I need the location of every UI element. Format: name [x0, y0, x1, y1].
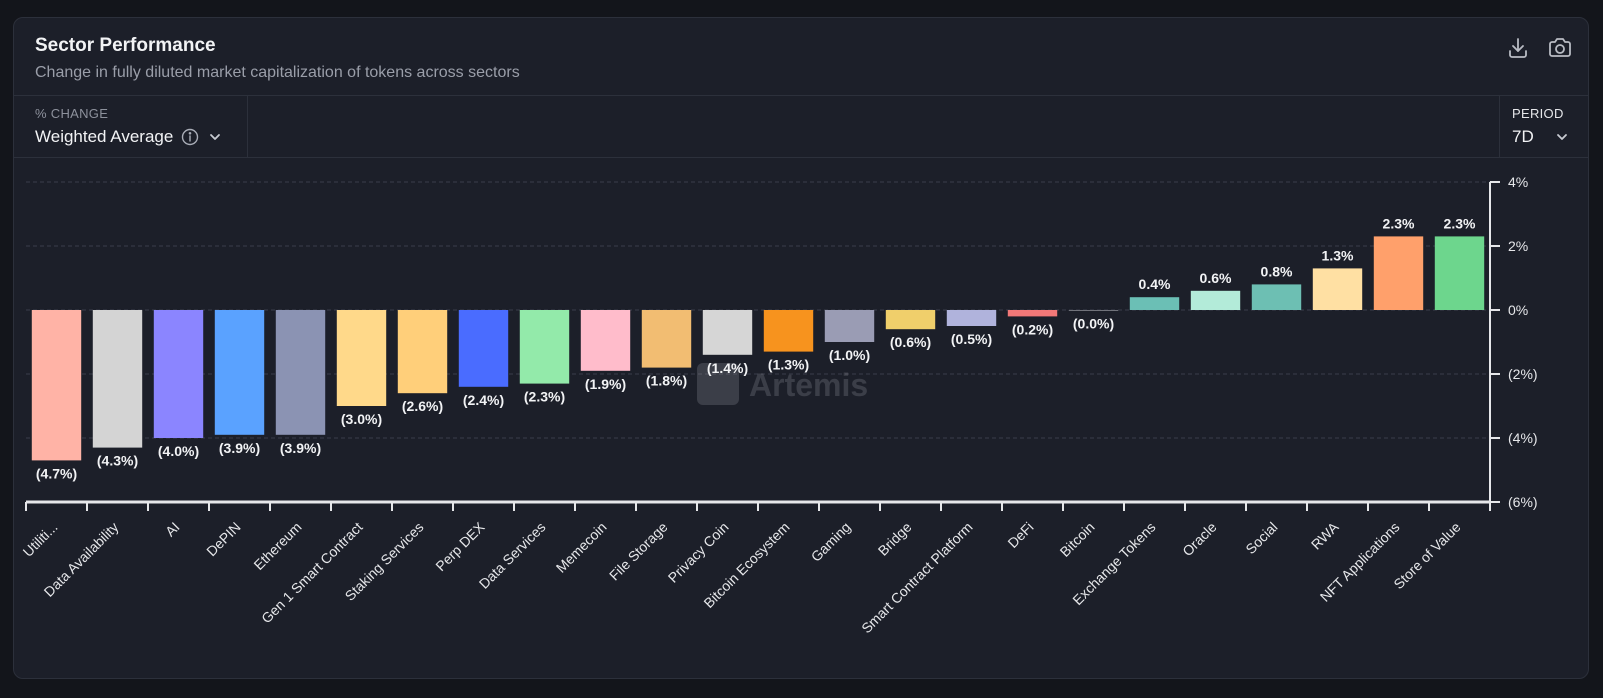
- data-label: (1.9%): [585, 376, 626, 392]
- data-label: (0.0%): [1073, 316, 1114, 332]
- bar-chart: Artemis(4.7%)Utiliti...(4.3%)Data Availa…: [20, 174, 1538, 636]
- camera-icon: [1549, 38, 1571, 57]
- change-value: Weighted Average: [35, 127, 174, 146]
- bar: [214, 310, 265, 435]
- download-button[interactable]: [1504, 34, 1532, 62]
- chevron-down-icon: [210, 134, 221, 140]
- sector-performance-card: Sector Performance Change in fully dilut…: [13, 17, 1589, 679]
- watermark-icon: [697, 363, 739, 405]
- data-label: (2.3%): [524, 389, 565, 405]
- bar: [1129, 297, 1180, 310]
- x-tick-label: Ethereum: [250, 519, 304, 573]
- bar: [1251, 284, 1302, 310]
- bar: [1190, 290, 1241, 310]
- data-label: 1.3%: [1322, 247, 1354, 263]
- bar-chart-area: Artemis (4.7%) Utiliti... (4.3%) Data Availa…: [14, 158, 1588, 678]
- data-label: (3.9%): [280, 440, 321, 456]
- info-icon[interactable]: [181, 128, 199, 146]
- bar: [824, 310, 875, 342]
- period-label: PERIOD: [1512, 106, 1564, 121]
- data-label: 0.4%: [1139, 276, 1171, 292]
- data-label: 2.3%: [1383, 215, 1415, 231]
- x-tick-label: Gen 1 Smart Contract: [258, 519, 366, 627]
- bar: [1007, 310, 1058, 317]
- period-dropdown[interactable]: 7D: [1512, 127, 1570, 147]
- bar: [946, 310, 997, 326]
- y-tick-label: (4%): [1508, 430, 1538, 446]
- bar: [1434, 236, 1485, 310]
- bar: [641, 310, 692, 368]
- y-tick-label: (2%): [1508, 366, 1538, 382]
- data-label: (0.2%): [1012, 321, 1053, 337]
- y-tick-label: (6%): [1508, 494, 1538, 510]
- watermark-logo: Artemis: [697, 363, 868, 405]
- x-tick-label: Privacy Coin: [665, 519, 732, 586]
- bar: [1312, 268, 1363, 310]
- data-label: (2.6%): [402, 398, 443, 414]
- watermark-text: Artemis: [749, 367, 868, 403]
- data-label: (4.0%): [158, 443, 199, 459]
- data-label: (0.6%): [890, 334, 931, 350]
- chart-controls: % CHANGE Weighted Average PERIOD 7D: [14, 95, 1588, 158]
- chart-title: Sector Performance: [35, 35, 216, 56]
- x-tick-label: Social: [1242, 519, 1280, 557]
- bar: [580, 310, 631, 371]
- y-tick-label: 0%: [1508, 302, 1528, 318]
- chart-subtitle: Change in fully diluted market capitaliz…: [35, 64, 520, 81]
- bar: [519, 310, 570, 384]
- x-tick-label: AI: [162, 519, 183, 540]
- x-tick-label: Bridge: [875, 519, 915, 559]
- data-label: (1.0%): [829, 347, 870, 363]
- bar: [31, 310, 82, 461]
- screenshot-button[interactable]: [1546, 34, 1574, 62]
- x-tick-label: File Storage: [606, 519, 671, 584]
- period-value: 7D: [1512, 127, 1534, 146]
- x-tick-label: Gaming: [808, 519, 854, 565]
- x-tick-label: Smart Contract Platform: [858, 519, 975, 636]
- x-tick-label: DeFi: [1004, 519, 1036, 551]
- bar: [702, 310, 753, 355]
- data-label: (4.7%): [36, 465, 77, 481]
- change-dropdown[interactable]: Weighted Average: [35, 127, 223, 147]
- x-tick-label: Utiliti...: [20, 519, 61, 560]
- change-label: % CHANGE: [35, 106, 109, 121]
- period-selector: PERIOD 7D: [1499, 95, 1588, 157]
- data-label: 2.3%: [1444, 215, 1476, 231]
- y-tick-label: 2%: [1508, 238, 1528, 254]
- x-tick-label: Oracle: [1179, 519, 1220, 560]
- bar: [1068, 310, 1119, 311]
- data-label: (1.4%): [707, 360, 748, 376]
- bar: [275, 310, 326, 435]
- x-tick-label: Perp DEX: [432, 518, 488, 574]
- bar: [1373, 236, 1424, 310]
- bar: [458, 310, 509, 387]
- x-tick-label: DePIN: [203, 519, 243, 559]
- download-icon: [1509, 38, 1527, 58]
- data-label: (3.9%): [219, 440, 260, 456]
- change-selector: % CHANGE Weighted Average: [14, 95, 248, 157]
- bar: [763, 310, 814, 352]
- data-label: 0.8%: [1261, 263, 1293, 279]
- bar: [153, 310, 204, 438]
- x-tick-label: Bitcoin: [1057, 519, 1098, 560]
- bar: [885, 310, 936, 330]
- chevron-down-icon: [1556, 134, 1567, 140]
- data-label: (1.8%): [646, 373, 687, 389]
- data-label: (0.5%): [951, 331, 992, 347]
- data-label: 0.6%: [1200, 270, 1232, 286]
- x-tick-label: Memecoin: [553, 519, 610, 576]
- data-label: (3.0%): [341, 411, 382, 427]
- x-tick-label: RWA: [1308, 518, 1342, 552]
- data-label: (1.3%): [768, 357, 809, 373]
- data-label: (2.4%): [463, 392, 504, 408]
- bar: [336, 310, 387, 406]
- y-tick-label: 4%: [1508, 174, 1528, 190]
- card-header: Sector Performance Change in fully dilut…: [14, 18, 1588, 96]
- bar: [92, 310, 143, 448]
- bar: [397, 310, 448, 394]
- data-label: (4.3%): [97, 453, 138, 469]
